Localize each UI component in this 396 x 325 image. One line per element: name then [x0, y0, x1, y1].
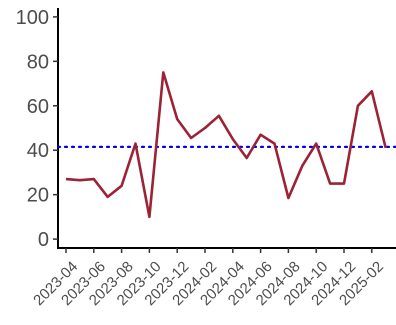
- y-tick-label: 60: [27, 96, 49, 118]
- y-axis-ticks: 0 20 40 60 80 100: [16, 7, 58, 251]
- plot-area: 0 20 40 60 80 100 2023-042023-062023-082023-1…: [16, 7, 396, 309]
- y-tick-label: 0: [38, 229, 49, 251]
- y-tick-label: 40: [27, 140, 49, 162]
- y-tick-label: 80: [27, 51, 49, 73]
- y-tick-label: 100: [16, 7, 49, 29]
- y-tick-label: 20: [27, 185, 49, 207]
- x-axis-ticks: 2023-042023-062023-082023-102023-122024-…: [30, 248, 387, 309]
- series-line: [65, 71, 387, 219]
